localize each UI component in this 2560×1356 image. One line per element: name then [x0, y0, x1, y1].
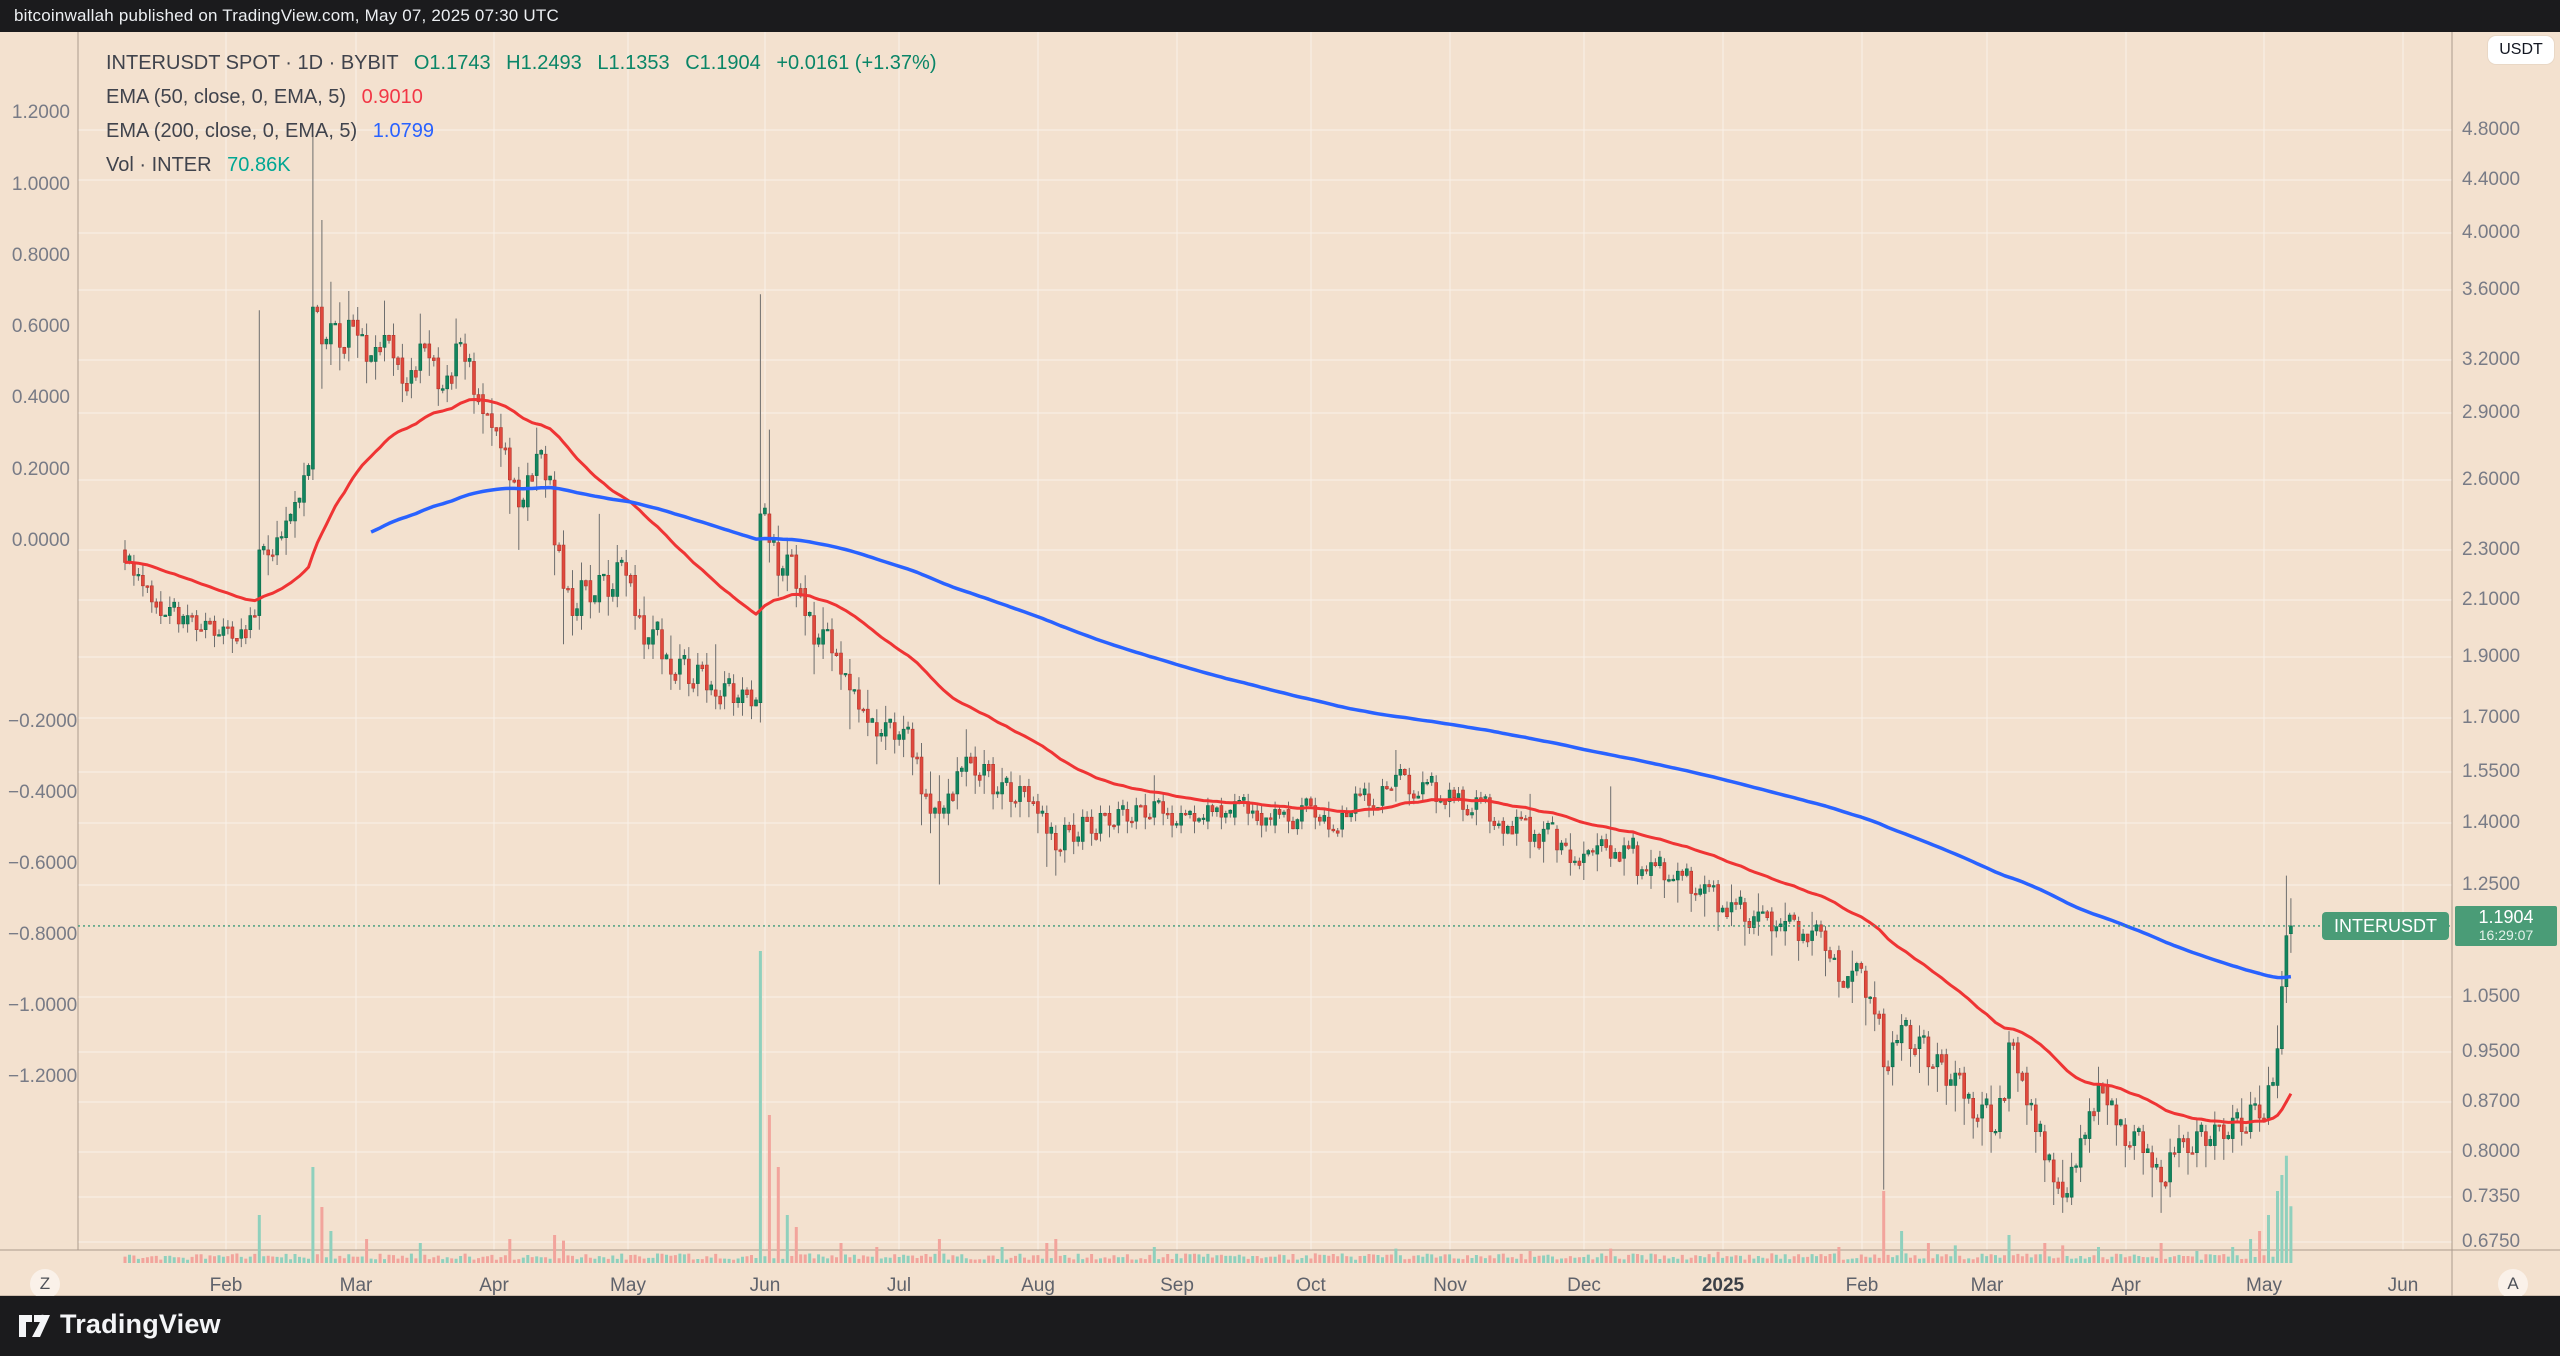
candle-bodies-down — [123, 306, 2266, 1198]
left-axis-tick: −0.8000 — [8, 924, 78, 945]
ema50-value: 0.9010 — [361, 86, 423, 108]
right-axis-tick: 3.6000 — [2462, 279, 2521, 300]
right-axis-tick: 1.9000 — [2462, 646, 2521, 667]
chart-surface[interactable]: INTERUSDT SPOT · 1D · BYBIT O1.1743 H1.2… — [0, 32, 2560, 1299]
change-value: +0.0161 (+1.37%) — [776, 52, 937, 74]
right-axis-tick: 2.3000 — [2462, 539, 2521, 560]
legend-symbol-row[interactable]: INTERUSDT SPOT · 1D · BYBIT O1.1743 H1.2… — [106, 46, 937, 80]
footer-bar: TradingView — [0, 1296, 2560, 1356]
left-axis-tick: 1.0000 — [11, 174, 70, 195]
right-axis-tick: 2.9000 — [2462, 402, 2521, 423]
legend-ema200-row[interactable]: EMA (200, close, 0, EMA, 5) 1.0799 — [106, 114, 937, 148]
right-axis-tick: 1.4000 — [2462, 812, 2521, 833]
left-axis-tick: 0.8000 — [11, 245, 70, 266]
symbol-price-tag: INTERUSDT — [2322, 911, 2449, 940]
low-value: L1.1353 — [597, 52, 670, 74]
right-axis-tick: 0.9500 — [2462, 1041, 2521, 1062]
right-axis-tick: 0.7350 — [2462, 1186, 2521, 1207]
right-axis-tick: 3.2000 — [2462, 349, 2521, 370]
high-value: H1.2493 — [506, 52, 582, 74]
ema200-line — [370, 485, 2292, 980]
left-axis-tick: −0.4000 — [8, 782, 78, 803]
chart-legend: INTERUSDT SPOT · 1D · BYBIT O1.1743 H1.2… — [106, 46, 937, 182]
timezone-button[interactable]: Z — [30, 1269, 60, 1299]
time-axis-month-tick: Jun — [2387, 1275, 2419, 1296]
volume-value: 70.86K — [227, 154, 291, 176]
right-axis-tick: 0.8000 — [2462, 1141, 2521, 1162]
left-axis-tick: −0.2000 — [8, 711, 78, 732]
time-axis-month-tick: Apr — [479, 1275, 509, 1296]
right-axis-tick: 0.8700 — [2462, 1091, 2521, 1112]
time-axis-month-tick: Feb — [209, 1275, 243, 1296]
attribution-bar: bitcoinwallah published on TradingView.c… — [0, 0, 2560, 32]
axis-separators — [0, 32, 2560, 1296]
right-axis-tick: 4.8000 — [2462, 119, 2521, 140]
candlestick-chart[interactable] — [0, 32, 2560, 1296]
left-axis-tick: −1.0000 — [8, 995, 78, 1016]
right-axis-tick: 2.6000 — [2462, 469, 2521, 490]
right-axis-tick: 2.1000 — [2462, 589, 2521, 610]
time-axis-month-tick: Jun — [749, 1275, 781, 1296]
time-axis-month-tick: Aug — [1021, 1275, 1055, 1296]
grid-lines — [78, 32, 2452, 1250]
candle-bodies-up — [127, 306, 2293, 1198]
right-axis-tick: 4.4000 — [2462, 169, 2521, 190]
time-axis-month-tick: Mar — [1970, 1275, 2004, 1296]
left-axis-tick: 0.6000 — [11, 316, 70, 337]
right-axis-tick: 1.2500 — [2462, 874, 2521, 895]
attribution-text: bitcoinwallah published on TradingView.c… — [14, 6, 559, 25]
left-axis-tick: −1.2000 — [8, 1066, 78, 1087]
volume-label[interactable]: Vol · INTER — [106, 154, 212, 176]
ema200-value: 1.0799 — [372, 120, 434, 142]
time-axis-month-tick: Nov — [1433, 1275, 1467, 1296]
time-axis-month-tick: May — [2246, 1275, 2282, 1296]
volume-bars-down — [123, 1115, 2266, 1263]
tradingview-wordmark[interactable]: TradingView — [60, 1309, 221, 1339]
right-axis-tick: 1.5500 — [2462, 761, 2521, 782]
bar-countdown: 16:29:07 — [2478, 926, 2534, 943]
tradingview-logo-icon[interactable] — [18, 1310, 52, 1342]
time-axis-month-tick: Mar — [339, 1275, 373, 1296]
time-axis-year-tick: 2025 — [1701, 1275, 1745, 1296]
ema200-label[interactable]: EMA (200, close, 0, EMA, 5) — [106, 120, 358, 142]
time-axis-month-tick: Dec — [1567, 1275, 1601, 1296]
right-axis-tick: 4.0000 — [2462, 222, 2521, 243]
last-price-value: 1.1904 — [2478, 906, 2534, 927]
open-value: O1.1743 — [413, 52, 491, 74]
left-axis-tick: 0.0000 — [11, 530, 70, 551]
right-axis-tick: 0.6750 — [2462, 1231, 2521, 1252]
right-axis-tick: 1.7000 — [2462, 707, 2521, 728]
time-axis-month-tick: Jul — [886, 1275, 912, 1296]
time-axis-month-tick: Oct — [1296, 1275, 1326, 1296]
left-axis-tick: −0.6000 — [8, 853, 78, 874]
symbol-title[interactable]: INTERUSDT SPOT · 1D · BYBIT — [106, 52, 399, 74]
time-axis-month-tick: Apr — [2111, 1275, 2141, 1296]
time-axis-month-tick: Sep — [1160, 1275, 1194, 1296]
left-axis-tick: 1.2000 — [11, 102, 70, 123]
ema50-line — [124, 398, 2293, 1125]
auto-scale-button[interactable]: A — [2498, 1269, 2528, 1299]
ema50-label[interactable]: EMA (50, close, 0, EMA, 5) — [106, 86, 347, 108]
time-axis-month-tick: May — [610, 1275, 646, 1296]
right-axis-tick: 1.0500 — [2462, 986, 2521, 1007]
left-axis-tick: 0.4000 — [11, 387, 70, 408]
time-axis-month-tick: Feb — [1845, 1275, 1879, 1296]
legend-ema50-row[interactable]: EMA (50, close, 0, EMA, 5) 0.9010 — [106, 80, 937, 114]
currency-toggle-button[interactable]: USDT — [2488, 36, 2554, 64]
legend-volume-row[interactable]: Vol · INTER 70.86K — [106, 148, 937, 182]
last-price-axis-label: 1.1904 16:29:07 — [2455, 905, 2557, 946]
left-axis-tick: 0.2000 — [11, 459, 70, 480]
close-value: C1.1904 — [685, 52, 761, 74]
